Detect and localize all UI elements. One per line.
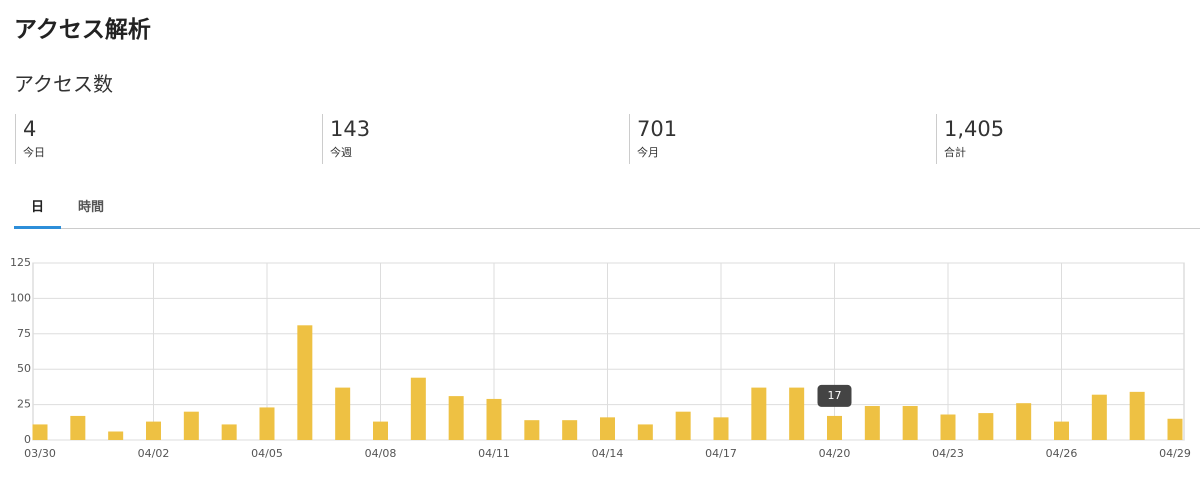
stat: 701 今月 bbox=[629, 114, 677, 164]
stat: 143 今週 bbox=[322, 114, 370, 164]
bar bbox=[675, 411, 691, 440]
y-tick-label: 100 bbox=[10, 291, 31, 304]
tab-divider bbox=[14, 228, 1200, 229]
x-tick-label: 04/20 bbox=[819, 447, 851, 460]
x-tick-label: 04/08 bbox=[365, 447, 397, 460]
bar bbox=[32, 424, 48, 440]
bar bbox=[183, 411, 199, 440]
x-tick-label: 03/30 bbox=[24, 447, 56, 460]
bar bbox=[1054, 421, 1069, 440]
bar bbox=[448, 396, 464, 440]
bar bbox=[789, 387, 805, 440]
stat: 1,405 合計 bbox=[936, 114, 1004, 164]
chart: 0 25 50 75 100 125 03/30 04/02 04/05 04/08 04/11 04… bbox=[10, 256, 1191, 460]
bar bbox=[373, 421, 388, 440]
tooltip-label: 17 bbox=[828, 389, 842, 402]
bar bbox=[864, 406, 880, 440]
x-tick-label: 04/29 bbox=[1159, 447, 1191, 460]
bar bbox=[524, 420, 540, 440]
stat-label: 今週 bbox=[330, 146, 352, 159]
y-tick-label: 25 bbox=[17, 398, 31, 411]
bar bbox=[297, 325, 313, 440]
stat-label: 今日 bbox=[23, 146, 45, 159]
tooltip: 17 bbox=[817, 384, 852, 407]
section-title: アクセス数 bbox=[14, 72, 113, 96]
tooltip-box bbox=[817, 384, 852, 407]
x-tick-label: 04/11 bbox=[478, 447, 510, 460]
bar bbox=[940, 414, 956, 440]
x-tick-label: 04/14 bbox=[592, 447, 624, 460]
x-tick-label: 04/17 bbox=[705, 447, 737, 460]
stat-label: 今月 bbox=[637, 146, 659, 159]
bar bbox=[600, 417, 615, 440]
y-tick-label: 75 bbox=[17, 327, 31, 340]
tab[interactable]: 時間 bbox=[78, 200, 105, 215]
x-tick-label: 04/26 bbox=[1046, 447, 1078, 460]
bar bbox=[108, 431, 124, 440]
bar bbox=[70, 415, 86, 440]
bar bbox=[1091, 394, 1107, 440]
bar bbox=[902, 406, 918, 440]
stat: 4 今日 bbox=[15, 114, 45, 164]
y-tick-label: 125 bbox=[10, 256, 31, 269]
stat-value: 701 bbox=[637, 117, 678, 141]
bar bbox=[827, 415, 842, 440]
bar bbox=[713, 417, 729, 440]
x-tick-label: 04/05 bbox=[251, 447, 283, 460]
bar bbox=[221, 424, 237, 440]
stat-value: 1,405 bbox=[944, 117, 1005, 141]
x-tick-label: 04/02 bbox=[138, 447, 170, 460]
y-tick-label: 50 bbox=[17, 362, 31, 375]
bar bbox=[562, 420, 578, 440]
bar bbox=[335, 387, 351, 440]
y-tick-label: 0 bbox=[24, 433, 31, 446]
x-tick-label: 04/23 bbox=[932, 447, 964, 460]
plot-border bbox=[32, 262, 1185, 441]
tab-indicator bbox=[14, 226, 61, 229]
bar bbox=[751, 387, 767, 440]
bar bbox=[978, 413, 994, 440]
bar bbox=[259, 407, 275, 440]
bar bbox=[637, 424, 653, 440]
tab[interactable]: 日 bbox=[31, 200, 45, 215]
stat-label: 合計 bbox=[944, 146, 966, 159]
page-title: アクセス解析 bbox=[14, 17, 151, 43]
stat-value: 4 bbox=[23, 117, 37, 141]
stat-value: 143 bbox=[330, 117, 371, 141]
bar bbox=[410, 377, 426, 440]
bar bbox=[1016, 403, 1032, 440]
bar bbox=[146, 421, 161, 440]
bar bbox=[1167, 418, 1183, 440]
bar bbox=[486, 398, 502, 440]
bar bbox=[1129, 391, 1145, 440]
